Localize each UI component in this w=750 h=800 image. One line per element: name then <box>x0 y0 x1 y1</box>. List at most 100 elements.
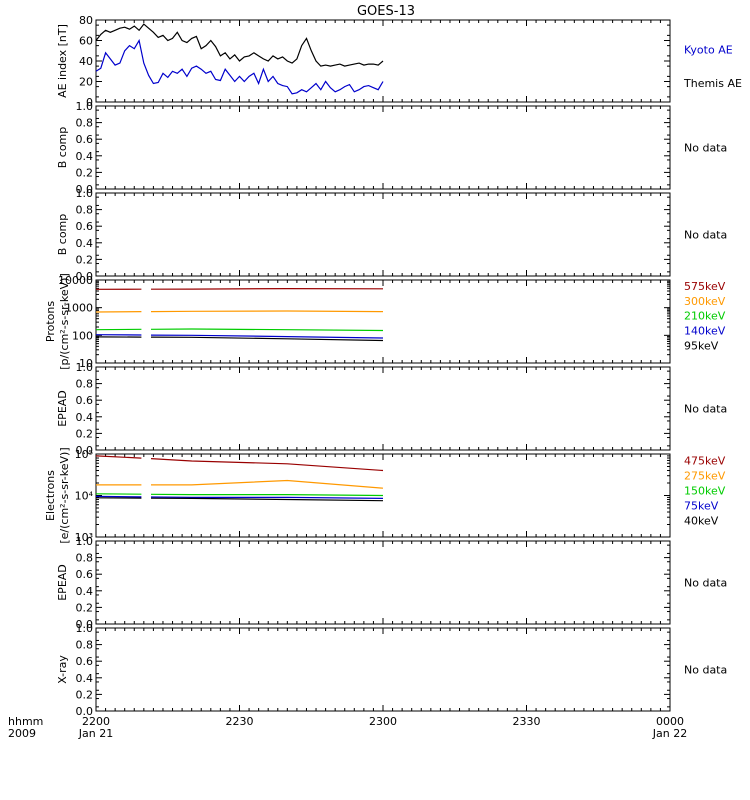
series-line-140kev <box>150 334 384 339</box>
no-data-label: No data <box>684 577 727 590</box>
series-line-75kev <box>150 496 384 499</box>
time-tick-label: 0000 <box>656 715 684 728</box>
panel-frame <box>95 192 671 277</box>
time-tick-label: 2230 <box>226 715 254 728</box>
time-tick-label: 2300 <box>369 715 397 728</box>
no-data-label: No data <box>684 142 727 155</box>
legend-entry: 75keV <box>684 499 719 512</box>
y-tick-label: 20 <box>79 76 93 89</box>
time-date-label: Jan 21 <box>78 727 113 740</box>
legend-entry: 95keV <box>684 340 719 353</box>
y-tick-label: 0.8 <box>76 552 94 565</box>
panel-bcomp1: 0.0 0.2 0.4 0.6 0.8 1.0 B comp No data <box>56 100 727 196</box>
legend-entry: 210keV <box>684 310 726 323</box>
y-axis-label: EPEAD <box>56 564 69 601</box>
y-tick-label: 1000 <box>65 302 93 315</box>
y-tick-label: 0.2 <box>76 166 94 179</box>
series-line-475kev <box>150 458 384 472</box>
y-tick-label: 1.0 <box>76 100 94 113</box>
y-tick-label: 0.4 <box>76 237 94 250</box>
series-line-210kev <box>150 328 384 332</box>
no-data-label: No data <box>684 664 727 677</box>
y-axis-label: B comp <box>56 127 69 169</box>
time-tick-label: 2200 <box>82 715 110 728</box>
panel-epead1: 0.0 0.2 0.4 0.6 0.8 1.0 EPEAD No data <box>56 361 727 457</box>
legend-entry: 40keV <box>684 514 719 527</box>
series-line-475kev <box>95 455 142 459</box>
y-axis-label-units: [p/(cm²-s-sr-keV)] <box>58 273 71 370</box>
series-line-300kev <box>150 310 384 313</box>
series-line-275kev <box>151 479 384 489</box>
y-tick-label: 0.6 <box>76 220 94 233</box>
series-line-40kev <box>150 497 384 502</box>
y-axis-label: Electrons <box>44 470 57 521</box>
y-tick-label: 10³ <box>75 531 93 544</box>
y-tick-label: 0.0 <box>76 270 94 283</box>
y-tick-label: 0.8 <box>76 204 94 217</box>
y-tick-label: 0 <box>86 96 93 109</box>
legend-entry: Kyoto AE <box>684 44 733 57</box>
legend-entry: Themis AE <box>683 77 742 90</box>
y-axis-label: X-ray <box>56 655 69 684</box>
y-tick-label: 0.6 <box>76 394 94 407</box>
y-tick-label: 10⁵ <box>75 448 93 461</box>
series-line-150kev <box>150 493 384 497</box>
y-axis-label-units: [e/(cm²-s-sr-keV)] <box>58 447 71 543</box>
legend-entry: 150keV <box>684 485 726 498</box>
y-tick-label: 0.8 <box>76 639 94 652</box>
panel-frame <box>95 627 671 712</box>
y-axis-label: EPEAD <box>56 390 69 427</box>
time-date-label: Jan 22 <box>652 727 687 740</box>
y-tick-label: 0.0 <box>76 444 94 457</box>
figure-title: GOES-13 <box>357 4 415 19</box>
panel-bcomp2: 0.0 0.2 0.4 0.6 0.8 1.0 B comp No data <box>56 187 727 283</box>
panel-epead2: 0.0 0.2 0.4 0.6 0.8 1.0 EPEAD No data <box>56 535 727 631</box>
y-tick-label: 0.0 <box>76 183 94 196</box>
legend-entry: 575keV <box>684 280 726 293</box>
y-tick-label: 0.0 <box>76 705 94 718</box>
y-axis-label: B comp <box>56 214 69 256</box>
no-data-label: No data <box>684 403 727 416</box>
year-label: 2009 <box>8 727 36 740</box>
y-tick-label: 0.2 <box>76 427 94 440</box>
y-tick-label: 0.6 <box>76 655 94 668</box>
y-tick-label: 0.4 <box>76 585 94 598</box>
y-tick-label: 1.0 <box>76 535 94 548</box>
panel-frame <box>95 105 671 190</box>
y-tick-label: 0.8 <box>76 378 94 391</box>
time-tick-label: 2330 <box>513 715 541 728</box>
panel-frame <box>95 540 671 625</box>
panel-ae: 0 20 40 60 80 AE index [nT] Kyoto AE Themis AE <box>56 14 742 109</box>
y-tick-label: 60 <box>79 35 93 48</box>
y-axis-label: Protons <box>44 301 57 342</box>
panel-xray: 0.0 0.2 0.4 0.6 0.8 1.0 X-ray No data <box>56 622 727 718</box>
y-tick-label: 0.6 <box>76 568 94 581</box>
y-tick-label: 10000 <box>58 274 93 287</box>
no-data-label: No data <box>684 229 727 242</box>
y-tick-label: 0.4 <box>76 150 94 163</box>
y-tick-label: 40 <box>79 55 93 68</box>
time-format-label: hhmm <box>8 715 43 728</box>
y-tick-label: 80 <box>79 14 93 27</box>
legend-entry: 475keV <box>684 455 726 468</box>
y-tick-label: 1.0 <box>76 361 94 374</box>
panel-frame <box>95 279 671 364</box>
y-tick-label: 0.4 <box>76 672 94 685</box>
y-tick-label: 0.2 <box>76 688 94 701</box>
series-line-95kev <box>150 336 384 342</box>
panel-electrons: 10³ 10⁴ 10⁵ Electrons [e/(cm²-s-sr-keV)] 475k… <box>44 447 726 544</box>
y-tick-label: 0.2 <box>76 253 94 266</box>
y-tick-label: 10⁴ <box>75 490 94 503</box>
y-tick-label: 100 <box>72 329 93 342</box>
series-line-575kev <box>150 288 384 290</box>
y-tick-label: 0.8 <box>76 117 94 130</box>
series-line-75kev <box>95 495 142 498</box>
y-axis-label: AE index [nT] <box>56 24 69 98</box>
y-tick-label: 1.0 <box>76 187 94 200</box>
y-tick-label: 1.0 <box>76 622 94 635</box>
series-line-kyoto-ae <box>95 38 384 95</box>
y-tick-label: 0.4 <box>76 411 94 424</box>
